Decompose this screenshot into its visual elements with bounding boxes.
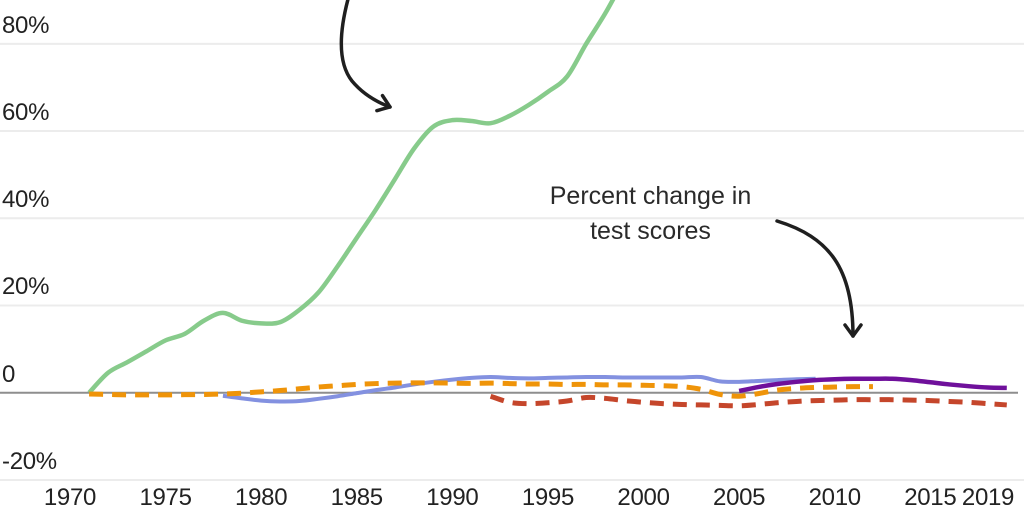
purple-test-scores-line xyxy=(738,376,1007,394)
y-tick-label--20%: -20% xyxy=(2,447,57,475)
x-tick-label-1990: 1990 xyxy=(426,484,479,511)
x-tick-label-2005: 2005 xyxy=(713,484,766,511)
test-scores-annotation: Percent change in test scores xyxy=(528,179,773,249)
x-tick-label-1980: 1980 xyxy=(235,484,288,511)
data-lines xyxy=(87,0,1007,409)
blue-test-scores-line xyxy=(222,374,816,404)
orange-test-scores-dashed-line xyxy=(89,380,873,399)
annotation-line1: Percent change in xyxy=(549,182,752,210)
x-tick-label-1970: 1970 xyxy=(43,484,97,511)
x-tick-label-2000: 2000 xyxy=(617,484,670,511)
y-tick-label-60%: 60% xyxy=(2,99,50,127)
gridlines xyxy=(0,42,1024,481)
annotation-line2: test scores xyxy=(590,217,711,245)
annotation-arrows xyxy=(339,0,863,338)
x-tick-label-2019: 2019 xyxy=(961,484,1015,511)
x-tick-label-2015: 2015 xyxy=(904,484,957,511)
annotation-arrow-test-scores xyxy=(775,219,863,338)
y-tick-label-0: 0 xyxy=(2,360,16,388)
x-tick-label-1985: 1985 xyxy=(330,484,384,511)
x-tick-label-2010: 2010 xyxy=(808,484,862,511)
x-tick-label-1995: 1995 xyxy=(521,484,575,511)
red-test-scores-dashed-line xyxy=(489,393,1007,409)
green-rising-line xyxy=(87,0,616,395)
x-tick-label-1975: 1975 xyxy=(139,484,192,511)
y-tick-label-40%: 40% xyxy=(2,186,50,214)
annotation-arrow-top xyxy=(339,0,392,113)
y-tick-label-20%: 20% xyxy=(2,273,50,301)
y-tick-label-80%: 80% xyxy=(2,11,50,39)
